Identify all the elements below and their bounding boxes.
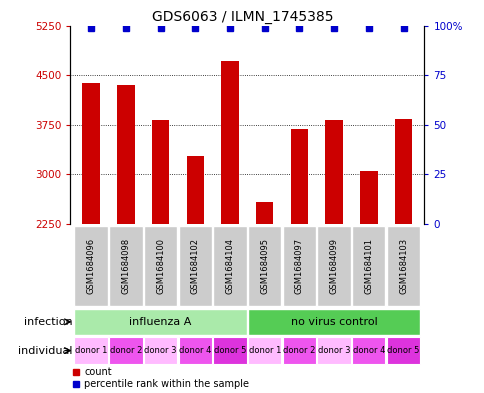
Text: influenza A: influenza A: [129, 317, 191, 327]
FancyBboxPatch shape: [282, 337, 316, 364]
FancyBboxPatch shape: [386, 226, 419, 306]
Bar: [186, 156, 204, 224]
Text: GSM1684103: GSM1684103: [398, 238, 407, 294]
Text: no virus control: no virus control: [290, 317, 377, 327]
Text: donor 1: donor 1: [248, 346, 280, 355]
Bar: [394, 119, 411, 224]
Text: donor 5: donor 5: [387, 346, 419, 355]
Text: donor 5: donor 5: [213, 346, 246, 355]
Text: donor 1: donor 1: [75, 346, 107, 355]
Text: donor 4: donor 4: [352, 346, 384, 355]
Bar: [325, 120, 342, 224]
Text: GSM1684102: GSM1684102: [190, 238, 199, 294]
FancyBboxPatch shape: [178, 226, 212, 306]
Bar: [360, 171, 377, 224]
Text: donor 3: donor 3: [144, 346, 177, 355]
Text: donor 2: donor 2: [109, 346, 142, 355]
FancyBboxPatch shape: [247, 309, 419, 335]
FancyBboxPatch shape: [178, 337, 212, 364]
FancyBboxPatch shape: [351, 226, 385, 306]
FancyBboxPatch shape: [282, 226, 316, 306]
Text: GSM1684101: GSM1684101: [363, 238, 373, 294]
FancyBboxPatch shape: [213, 226, 246, 306]
Text: donor 2: donor 2: [283, 346, 315, 355]
Text: count: count: [84, 367, 112, 377]
FancyBboxPatch shape: [247, 226, 281, 306]
FancyBboxPatch shape: [109, 226, 142, 306]
FancyBboxPatch shape: [247, 337, 281, 364]
FancyBboxPatch shape: [109, 337, 142, 364]
FancyBboxPatch shape: [75, 309, 246, 335]
Text: GSM1684095: GSM1684095: [260, 238, 269, 294]
Bar: [221, 61, 238, 224]
Text: GSM1684098: GSM1684098: [121, 238, 130, 294]
Bar: [256, 202, 273, 224]
Text: GSM1684104: GSM1684104: [225, 238, 234, 294]
Text: individual: individual: [18, 345, 72, 356]
FancyBboxPatch shape: [75, 337, 107, 364]
FancyBboxPatch shape: [144, 226, 177, 306]
FancyBboxPatch shape: [317, 337, 350, 364]
FancyBboxPatch shape: [317, 226, 350, 306]
FancyBboxPatch shape: [386, 337, 419, 364]
Text: donor 4: donor 4: [179, 346, 211, 355]
Bar: [290, 129, 307, 224]
Bar: [82, 83, 100, 224]
Text: infection: infection: [24, 317, 72, 327]
Text: GSM1684100: GSM1684100: [156, 238, 165, 294]
FancyBboxPatch shape: [213, 337, 246, 364]
FancyBboxPatch shape: [351, 337, 385, 364]
FancyBboxPatch shape: [75, 226, 107, 306]
FancyBboxPatch shape: [144, 337, 177, 364]
Bar: [151, 120, 169, 224]
Text: GSM1684096: GSM1684096: [87, 238, 95, 294]
Text: percentile rank within the sample: percentile rank within the sample: [84, 379, 249, 389]
Text: GSM1684097: GSM1684097: [294, 238, 303, 294]
Bar: [117, 85, 134, 224]
Text: donor 3: donor 3: [317, 346, 349, 355]
Text: GDS6063 / ILMN_1745385: GDS6063 / ILMN_1745385: [151, 10, 333, 24]
Text: GSM1684099: GSM1684099: [329, 238, 338, 294]
